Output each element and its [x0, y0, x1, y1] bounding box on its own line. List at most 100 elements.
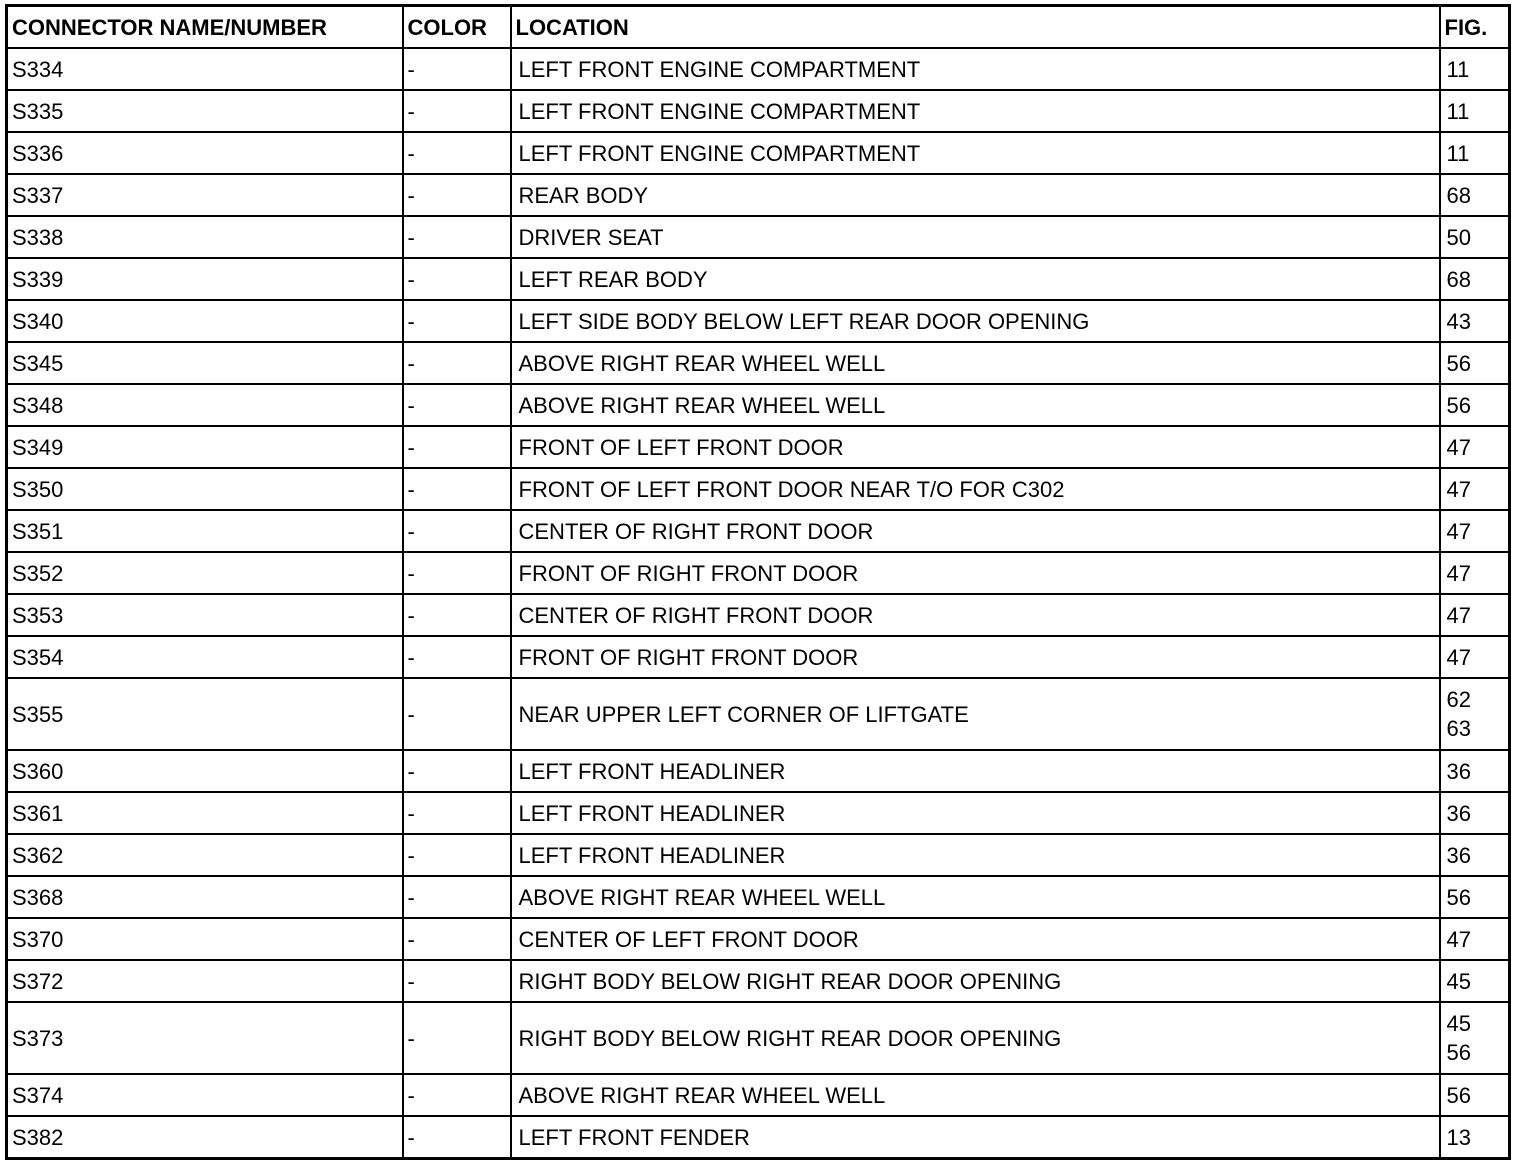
table-row: S337- REAR BODY 68 — [5, 173, 1511, 217]
color-cell: - — [401, 749, 512, 793]
table-row: S362- LEFT FRONT HEADLINER 36 — [5, 833, 1511, 877]
connector-name-cell: S335 — [5, 89, 404, 133]
color-cell: - — [401, 257, 512, 301]
fig-number: 11 — [1446, 56, 1470, 82]
table-row: S340- LEFT SIDE BODY BELOW LEFT REAR DOOR… — [5, 299, 1511, 343]
table-row: S338- DRIVER SEAT 50 — [5, 215, 1511, 259]
fig-cell: 47 — [1438, 593, 1511, 637]
location-cell: FRONT OF RIGHT FRONT DOOR — [509, 635, 1441, 679]
connector-name-cell: S362 — [5, 833, 404, 877]
table-row: S368- ABOVE RIGHT REAR WHEEL WELL 56 — [5, 875, 1511, 919]
location-cell: FRONT OF LEFT FRONT DOOR — [509, 425, 1441, 469]
table-row: S348- ABOVE RIGHT REAR WHEEL WELL 56 — [5, 383, 1511, 427]
color-cell: - — [401, 173, 512, 217]
color-cell: - — [401, 833, 512, 877]
connector-name-cell: S339 — [5, 257, 404, 301]
table-row: S355- NEAR UPPER LEFT CORNER OF LIFTGATE 6… — [5, 677, 1511, 751]
location-cell: RIGHT BODY BELOW RIGHT REAR DOOR OPENING — [509, 1001, 1441, 1075]
header-connector-name: CONNECTOR NAME/NUMBER — [5, 4, 404, 49]
fig-number: 47 — [1446, 926, 1471, 952]
fig-cell: 68 — [1438, 173, 1511, 217]
location-cell: NEAR UPPER LEFT CORNER OF LIFTGATE — [509, 677, 1441, 751]
location-cell: LEFT FRONT ENGINE COMPARTMENT — [509, 47, 1441, 91]
header-location: LOCATION — [509, 4, 1441, 49]
fig-cell: 47 — [1438, 509, 1511, 553]
fig-number: 47 — [1446, 560, 1471, 586]
color-cell: - — [401, 299, 512, 343]
connector-name-cell: S360 — [5, 749, 404, 793]
location-cell: ABOVE RIGHT REAR WHEEL WELL — [509, 383, 1441, 427]
color-cell: - — [401, 131, 512, 175]
location-cell: LEFT SIDE BODY BELOW LEFT REAR DOOR OPEN… — [509, 299, 1441, 343]
fig-cell: 47 — [1438, 917, 1511, 961]
color-cell: - — [401, 383, 512, 427]
location-cell: ABOVE RIGHT REAR WHEEL WELL — [509, 341, 1441, 385]
connector-name-cell: S340 — [5, 299, 404, 343]
connector-table: CONNECTOR NAME/NUMBER COLOR LOCATION FIG… — [5, 4, 1511, 1160]
table-row: S372- RIGHT BODY BELOW RIGHT REAR DOOR OP… — [5, 959, 1511, 1003]
fig-cell: 62 63 — [1438, 677, 1511, 751]
table-row: S334- LEFT FRONT ENGINE COMPARTMENT 11 — [5, 47, 1511, 91]
table-row: S335- LEFT FRONT ENGINE COMPARTMENT 11 — [5, 89, 1511, 133]
header-color: COLOR — [401, 4, 512, 49]
color-cell: - — [401, 635, 512, 679]
color-cell: - — [401, 341, 512, 385]
color-cell: - — [401, 1001, 512, 1075]
connector-name-cell: S368 — [5, 875, 404, 919]
table-row: S353- CENTER OF RIGHT FRONT DOOR 47 — [5, 593, 1511, 637]
fig-cell: 13 — [1438, 1115, 1511, 1160]
table-row: S351- CENTER OF RIGHT FRONT DOOR 47 — [5, 509, 1511, 553]
connector-name-cell: S354 — [5, 635, 404, 679]
connector-name-cell: S353 — [5, 593, 404, 637]
connector-name-cell: S350 — [5, 467, 404, 511]
table-row: S370- CENTER OF LEFT FRONT DOOR 47 — [5, 917, 1511, 961]
connector-name-cell: S334 — [5, 47, 404, 91]
location-cell: CENTER OF RIGHT FRONT DOOR — [509, 593, 1441, 637]
table-row: S352- FRONT OF RIGHT FRONT DOOR 47 — [5, 551, 1511, 595]
connector-name-cell: S349 — [5, 425, 404, 469]
fig-cell: 47 — [1438, 425, 1511, 469]
fig-cell: 47 — [1438, 467, 1511, 511]
table-row: S354- FRONT OF RIGHT FRONT DOOR 47 — [5, 635, 1511, 679]
fig-number: 62 — [1446, 687, 1471, 712]
table-row: S339- LEFT REAR BODY 68 — [5, 257, 1511, 301]
fig-number: 47 — [1446, 518, 1471, 544]
connector-name-cell: S374 — [5, 1073, 404, 1117]
fig-number: 56 — [1446, 1082, 1471, 1108]
location-cell: FRONT OF LEFT FRONT DOOR NEAR T/O FOR C3… — [509, 467, 1441, 511]
color-cell: - — [401, 551, 512, 595]
fig-cell: 47 — [1438, 635, 1511, 679]
fig-cell: 56 — [1438, 875, 1511, 919]
location-cell: DRIVER SEAT — [509, 215, 1441, 259]
fig-cell: 68 — [1438, 257, 1511, 301]
table-row: S382- LEFT FRONT FENDER 13 — [5, 1115, 1511, 1160]
color-cell: - — [401, 1073, 512, 1117]
header-row: CONNECTOR NAME/NUMBER COLOR LOCATION FIG… — [5, 4, 1511, 49]
fig-cell: 43 — [1438, 299, 1511, 343]
fig-number: 45 — [1446, 968, 1471, 994]
fig-number: 47 — [1446, 476, 1471, 502]
fig-cell: 56 — [1438, 341, 1511, 385]
fig-cell: 47 — [1438, 551, 1511, 595]
connector-name-cell: S336 — [5, 131, 404, 175]
location-cell: LEFT FRONT FENDER — [509, 1115, 1441, 1160]
connector-name-cell: S348 — [5, 383, 404, 427]
connector-name-cell: S370 — [5, 917, 404, 961]
connector-name-cell: S345 — [5, 341, 404, 385]
fig-cell: 36 — [1438, 749, 1511, 793]
table-row: S336- LEFT FRONT ENGINE COMPARTMENT 11 — [5, 131, 1511, 175]
fig-cell: 56 — [1438, 1073, 1511, 1117]
fig-cell: 11 — [1438, 131, 1511, 175]
fig-number: 50 — [1446, 224, 1471, 250]
connector-name-cell: S382 — [5, 1115, 404, 1160]
color-cell: - — [401, 425, 512, 469]
location-cell: LEFT FRONT ENGINE COMPARTMENT — [509, 131, 1441, 175]
fig-cell: 36 — [1438, 833, 1511, 877]
table-row: S360- LEFT FRONT HEADLINER 36 — [5, 749, 1511, 793]
fig-number: 47 — [1446, 644, 1471, 670]
color-cell: - — [401, 677, 512, 751]
location-cell: RIGHT BODY BELOW RIGHT REAR DOOR OPENING — [509, 959, 1441, 1003]
fig-number: 56 — [1446, 392, 1471, 418]
fig-number: 36 — [1446, 758, 1471, 784]
location-cell: LEFT FRONT HEADLINER — [509, 791, 1441, 835]
